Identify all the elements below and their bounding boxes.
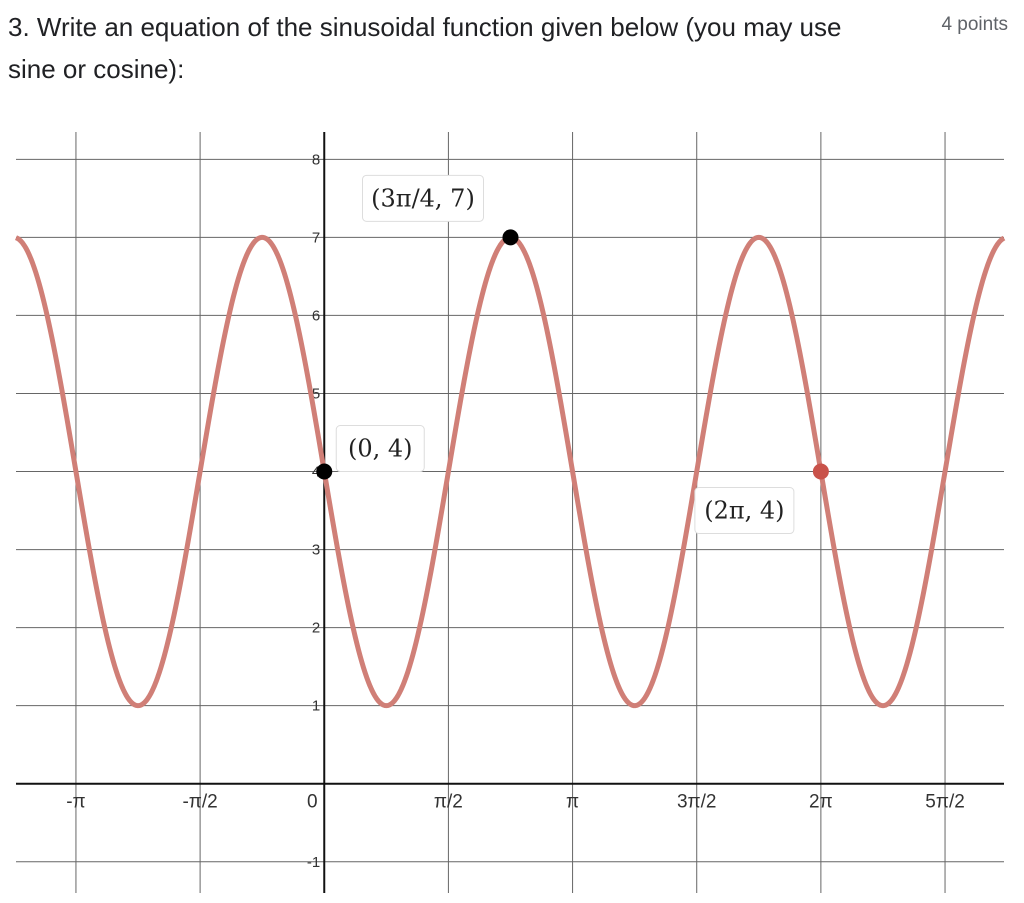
data-point <box>316 463 333 480</box>
point-label-box <box>361 174 484 222</box>
x-tick-label: π <box>566 792 579 813</box>
x-tick-label: 5π/2 <box>925 792 965 813</box>
data-point <box>812 463 829 480</box>
x-tick-label: 2π <box>809 792 833 813</box>
x-tick-label: -π/2 <box>182 792 217 813</box>
y-tick-label: 1 <box>312 698 320 715</box>
point-label-box <box>694 487 795 535</box>
y-tick-label: 6 <box>312 307 320 324</box>
axes <box>16 132 1004 893</box>
data-point <box>502 229 519 246</box>
annotation-layer: (0, 4) (3π/4, 7) (2π, 4) <box>335 174 795 535</box>
points-label: 4 points <box>941 14 1008 35</box>
y-tick-label: 3 <box>312 542 320 559</box>
tick-labels: -π -π/2 0 π/2 π 3π/2 2π 5π/2 -1 1 2 3 4 5 6 7 8 <box>66 151 965 870</box>
point-label: (0, 4) <box>348 435 413 463</box>
y-tick-label: 5 <box>312 385 320 402</box>
y-tick-label: 7 <box>312 229 320 246</box>
x-tick-label: 3π/2 <box>677 792 717 813</box>
point-label: (2π, 4) <box>704 497 784 525</box>
x-tick-label: π/2 <box>434 792 463 813</box>
question-text: 3. Write an equation of the sinusoidal f… <box>8 12 842 84</box>
y-tick-label: -1 <box>307 854 320 871</box>
y-tick-label: 8 <box>312 151 320 168</box>
y-tick-label: 4 <box>312 464 320 481</box>
point-label: (3π/4, 7) <box>371 184 475 212</box>
x-tick-label: 0 <box>307 792 318 813</box>
point-label-box <box>335 425 425 473</box>
grid-lines <box>16 132 1004 893</box>
point-layer <box>316 229 829 480</box>
y-tick-label: 2 <box>312 620 320 637</box>
x-tick-label: -π <box>66 792 85 813</box>
